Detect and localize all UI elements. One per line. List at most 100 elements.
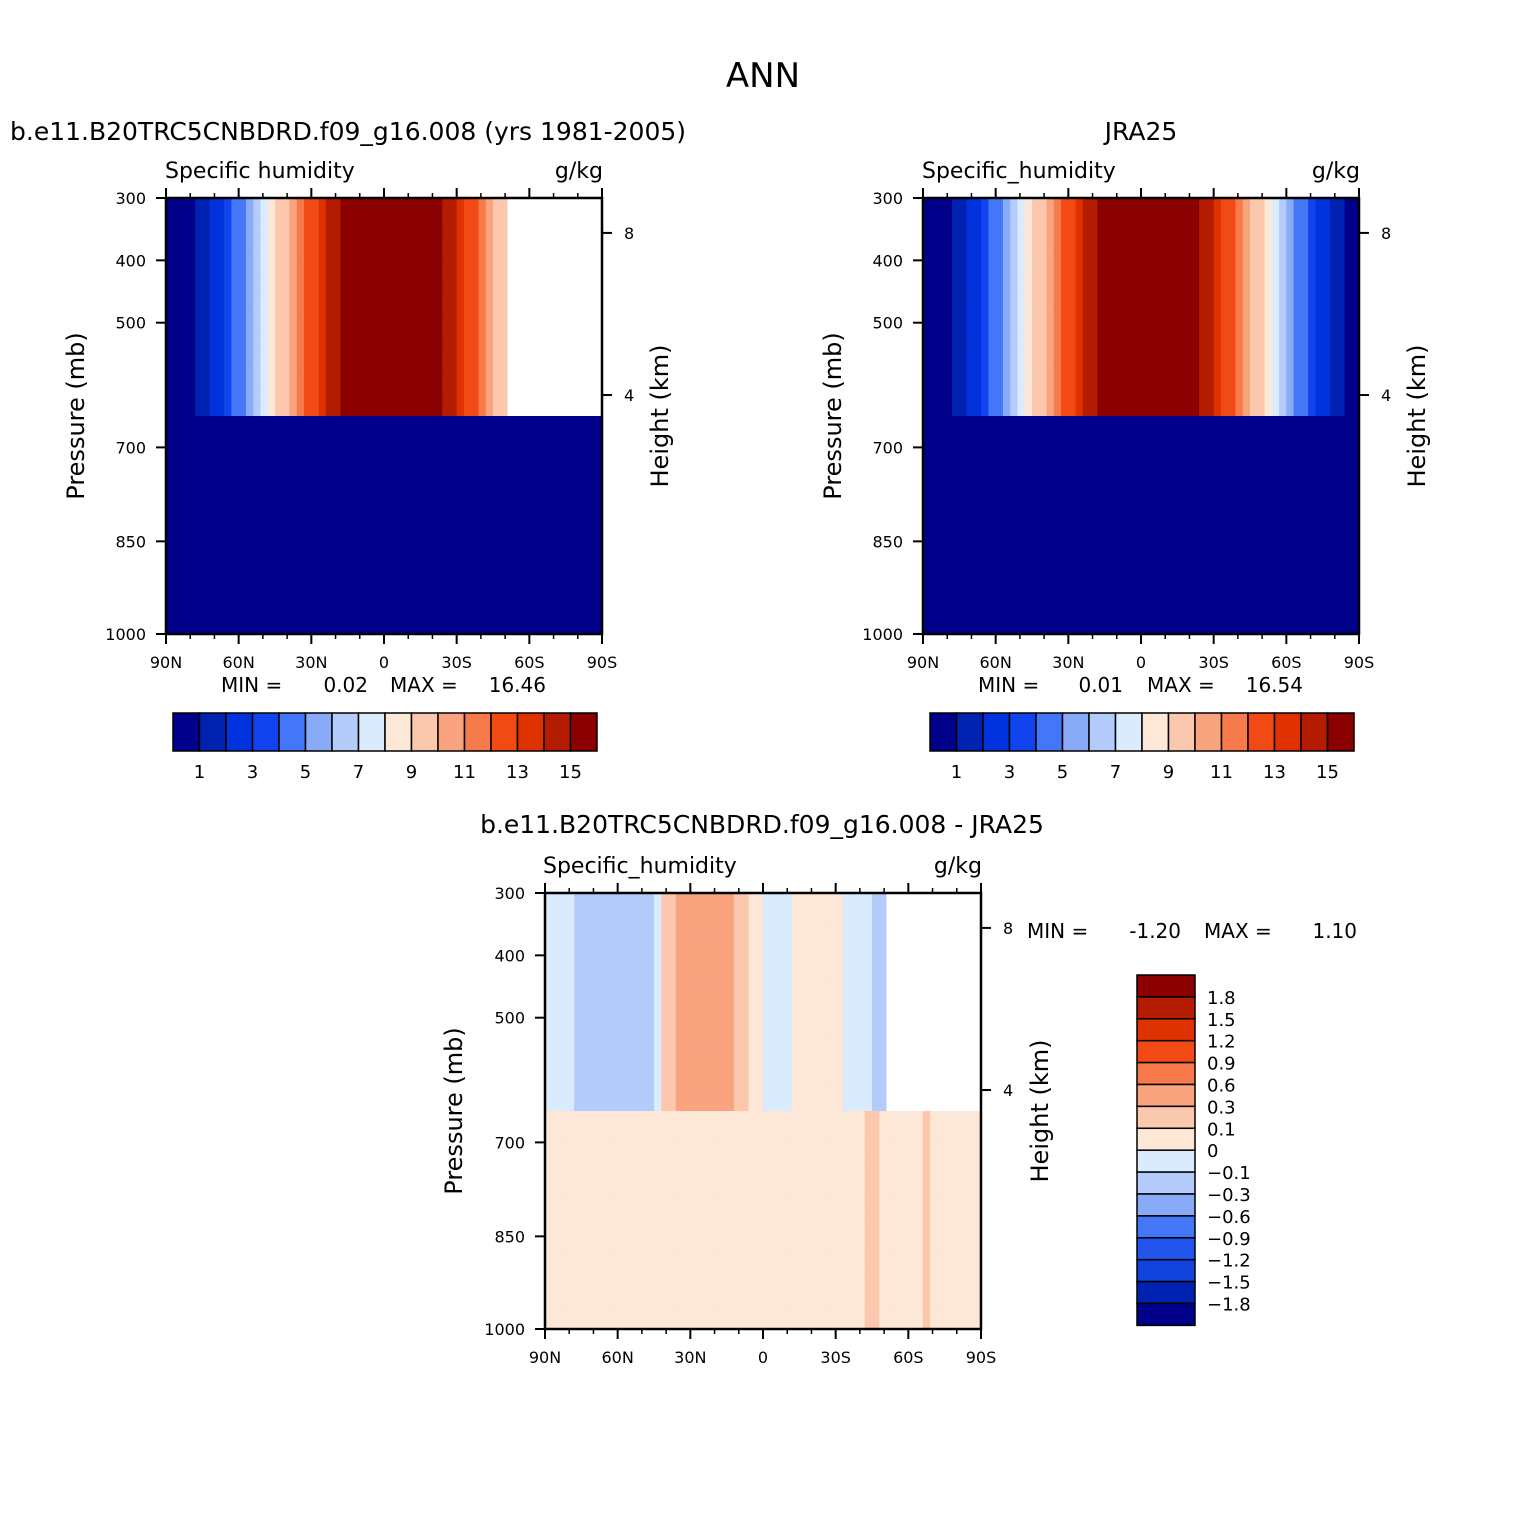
panel-0-field-cell: [238, 252, 247, 261]
panel-1-field-cell: [1068, 283, 1077, 293]
panel-1-field-cell: [1097, 361, 1106, 370]
panel-0-field-cell: [493, 540, 501, 549]
panel-0-field-cell: [442, 338, 450, 347]
panel-1-field-cell: [1075, 260, 1084, 269]
panel-0-field-cell: [463, 377, 472, 386]
panel-0-field-cell: [398, 517, 407, 526]
panel-0-field-cell: [304, 610, 312, 620]
panel-1-field-cell: [1032, 205, 1040, 215]
panel-0-field-cell: [311, 525, 320, 534]
panel-0-field-cell: [449, 462, 458, 472]
panel-1-field-cell: [1228, 307, 1237, 316]
panel-0-field-cell: [456, 392, 465, 402]
panel-0-field-cell: [260, 493, 269, 503]
panel-1-field-cell: [1104, 268, 1113, 277]
panel-0-field-cell: [514, 486, 523, 495]
panel-1-field-cell: [1090, 361, 1098, 370]
panel-0-field-cell: [318, 213, 327, 222]
panel-0-field-cell: [166, 229, 174, 238]
panel-1-field-cell: [1082, 275, 1091, 285]
panel-0-field-cell: [318, 478, 327, 487]
panel-0-field-cell: [195, 525, 203, 534]
panel-1-field-cell: [937, 384, 946, 394]
panel-1-field-cell: [1184, 377, 1193, 386]
panel-0-field-cell: [522, 416, 530, 425]
panel-0-field-cell: [347, 221, 356, 230]
panel-0-field-cell: [376, 198, 385, 207]
panel-0-field-cell: [434, 361, 443, 370]
panel-0-field-cell: [325, 470, 334, 479]
panel-1-field-cell: [944, 275, 953, 285]
panel-0-field-cell: [289, 213, 298, 222]
panel-0-field-cell: [202, 626, 211, 635]
panel-1-field-cell: [1250, 291, 1258, 300]
panel-0-field-cell: [580, 478, 589, 487]
panel-0-field-cell: [413, 252, 421, 261]
panel-0-field-cell: [478, 610, 487, 620]
panel-0-field-cell: [456, 252, 465, 261]
panel-0-field-cell: [180, 307, 189, 316]
panel-0-field-cell: [180, 439, 189, 448]
panel-1-field-cell: [1090, 377, 1098, 386]
panel-0-field-cell: [587, 563, 596, 573]
panel-1-field-cell: [1286, 205, 1295, 215]
panel-0-field-cell: [333, 252, 341, 261]
panel-0-field-cell: [522, 439, 530, 448]
panel-0-field-cell: [166, 252, 174, 261]
panel-0-field-cell: [376, 517, 385, 526]
panel-0-field-cell: [166, 532, 174, 542]
panel-0-field-cell: [405, 198, 414, 207]
panel-model-units: g/kg: [555, 159, 603, 184]
panel-0-field-cell: [209, 548, 218, 557]
panel-0-field-cell: [238, 556, 247, 565]
panel-0-field-cell: [493, 571, 501, 581]
panel-0-field-cell: [500, 322, 509, 331]
panel-0-field-cell: [296, 563, 305, 573]
panel-0-field-cell: [311, 470, 320, 479]
panel-0-field-cell: [478, 392, 487, 402]
panel-1-field-cell: [1082, 252, 1091, 261]
panel-0-field-cell: [311, 532, 320, 542]
panel-1-field-cell: [1184, 268, 1193, 277]
panel-0-field-cell: [449, 486, 458, 495]
panel-0-field-cell: [485, 330, 494, 339]
panel-1-field-cell: [1133, 299, 1142, 308]
panel-1-field-cell: [1119, 369, 1128, 378]
panel-0-field-cell: [572, 229, 581, 238]
panel-0-field-cell: [551, 205, 559, 215]
panel-0-field-cell: [565, 571, 574, 581]
panel-1-field-cell: [1002, 213, 1011, 222]
panel-1-field-cell: [1286, 244, 1295, 254]
panel-1-field-cell: [1220, 307, 1229, 316]
panel-0-field-cell: [180, 213, 189, 222]
panel-0-field-cell: [369, 252, 378, 261]
panel-0-field-cell: [166, 205, 174, 215]
panel-0-field-cell: [587, 470, 596, 479]
panel-0-field-cell: [471, 384, 480, 394]
panel-0-field-cell: [427, 525, 436, 534]
panel-1-field-cell: [1010, 268, 1019, 277]
panel-0-field-cell: [275, 618, 283, 627]
panel-1-field-cell: [1155, 205, 1164, 215]
panel-1-field-cell: [1141, 384, 1149, 394]
panel-1-field-cell: [1322, 345, 1331, 355]
panel-1-field-cell: [1039, 268, 1048, 277]
panel-0-field-cell: [231, 353, 240, 363]
panel-0-field-cell: [507, 268, 516, 277]
panel-1-field-cell: [1177, 307, 1186, 316]
panel-1-field-cell: [1053, 252, 1062, 261]
panel-0-field-cell: [420, 509, 429, 518]
panel-0-field-cell: [463, 268, 472, 277]
panel-1-field-cell: [1351, 353, 1360, 363]
panel-0-field-cell: [260, 361, 269, 370]
panel-0-field-cell: [565, 618, 574, 627]
panel-1-field-cell: [1257, 330, 1266, 339]
panel-0-field-cell: [180, 447, 189, 456]
panel-0-field-cell: [275, 275, 283, 285]
panel-1-field-cell: [1228, 275, 1237, 285]
panel-1-field-cell: [1315, 322, 1324, 331]
panel-1-field-cell: [1264, 377, 1273, 386]
panel-0-field-cell: [187, 268, 196, 277]
panel-0-field-cell: [187, 610, 196, 620]
panel-0-field-cell: [384, 275, 392, 285]
